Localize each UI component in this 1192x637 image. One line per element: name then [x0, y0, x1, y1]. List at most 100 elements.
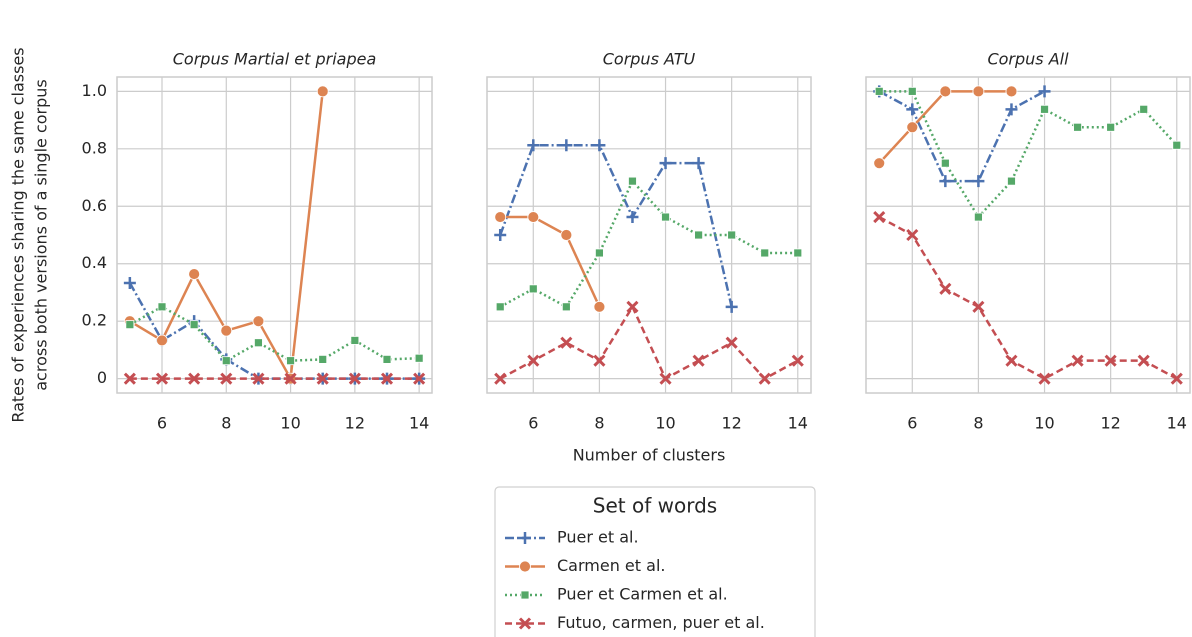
legend-label: Puer et Carmen et al. — [557, 585, 728, 604]
marker — [595, 248, 604, 258]
marker — [527, 139, 540, 152]
series-line — [500, 215, 601, 308]
marker — [727, 230, 737, 240]
marker — [528, 284, 538, 294]
x-axis-label: Number of clusters — [573, 446, 726, 465]
marker — [972, 175, 985, 188]
marker — [527, 354, 540, 367]
marker — [220, 324, 233, 337]
marker — [155, 372, 169, 385]
series-line — [878, 215, 1178, 381]
marker — [284, 372, 297, 385]
marker — [1137, 354, 1150, 367]
marker — [1038, 372, 1051, 385]
legend-title: Set of words — [593, 494, 717, 518]
marker — [692, 157, 705, 170]
marker — [316, 85, 329, 98]
axes-frame — [116, 76, 433, 394]
marker — [793, 248, 803, 258]
marker — [659, 372, 672, 385]
marker — [1170, 372, 1183, 385]
marker — [494, 229, 507, 241]
marker — [1104, 354, 1117, 367]
y-axis-label: Rates of experiences sharing the same cl… — [9, 47, 28, 422]
legend-label: Futuo, carmen, puer et al. — [557, 613, 765, 632]
marker — [1106, 122, 1116, 132]
legend-marker — [519, 560, 531, 573]
x-tick-label: 14 — [409, 414, 429, 433]
marker — [413, 372, 426, 385]
series-line — [499, 178, 798, 309]
marker — [906, 103, 919, 116]
marker — [1007, 176, 1016, 186]
series-line — [499, 304, 799, 381]
marker — [527, 211, 540, 223]
marker — [593, 300, 606, 313]
y-tick-label: 0.6 — [82, 196, 107, 215]
marker — [561, 302, 571, 312]
y-axis-label: across both versions of a single corpus — [32, 79, 51, 391]
marker — [725, 336, 738, 349]
marker — [123, 372, 136, 385]
x-tick-label: 10 — [1034, 414, 1054, 433]
subplot-title: Corpus All — [987, 50, 1069, 69]
marker — [221, 356, 231, 366]
y-tick-label: 0 — [97, 368, 107, 387]
marker — [906, 228, 919, 242]
marker — [350, 336, 360, 345]
x-tick-label: 12 — [1100, 414, 1120, 433]
marker — [188, 268, 201, 280]
marker — [661, 212, 670, 222]
marker — [626, 211, 639, 224]
x-tick-label: 12 — [345, 414, 365, 433]
marker — [380, 372, 394, 385]
marker — [560, 139, 573, 152]
legend-marker — [519, 532, 531, 544]
marker — [939, 175, 952, 188]
marker — [593, 354, 606, 367]
marker — [188, 372, 201, 385]
marker — [758, 372, 771, 385]
x-tick-label: 14 — [788, 414, 808, 433]
marker — [940, 158, 950, 168]
marker — [1040, 104, 1049, 114]
marker — [1139, 104, 1149, 114]
marker — [495, 302, 505, 312]
marker — [626, 300, 639, 313]
x-tick-label: 8 — [973, 414, 983, 433]
x-tick-label: 14 — [1167, 414, 1187, 433]
legend-marker — [518, 617, 532, 630]
marker — [252, 315, 265, 328]
marker — [939, 85, 952, 98]
marker — [907, 86, 917, 96]
marker — [318, 354, 328, 364]
series-line — [128, 282, 420, 380]
marker — [694, 230, 703, 240]
marker — [725, 300, 738, 313]
axes-frame — [865, 76, 1191, 394]
marker — [874, 86, 884, 96]
series-line — [129, 305, 420, 363]
y-tick-label: 0.2 — [82, 311, 107, 330]
x-tick-label: 6 — [528, 414, 538, 433]
marker — [252, 372, 265, 385]
marker — [1038, 85, 1051, 98]
x-tick-label: 6 — [907, 414, 917, 433]
marker — [286, 356, 295, 366]
marker — [1005, 85, 1018, 98]
marker — [414, 353, 424, 363]
marker — [760, 248, 770, 258]
marker — [972, 300, 985, 313]
marker — [494, 211, 507, 223]
marker — [1073, 122, 1082, 132]
marker — [628, 176, 637, 186]
y-tick-label: 1.0 — [82, 81, 107, 100]
marker — [560, 336, 573, 349]
marker — [1172, 140, 1182, 150]
marker — [939, 282, 952, 295]
marker — [692, 354, 705, 367]
x-tick-label: 8 — [594, 414, 604, 433]
marker — [1005, 103, 1018, 116]
marker — [974, 212, 983, 222]
marker — [382, 354, 392, 364]
